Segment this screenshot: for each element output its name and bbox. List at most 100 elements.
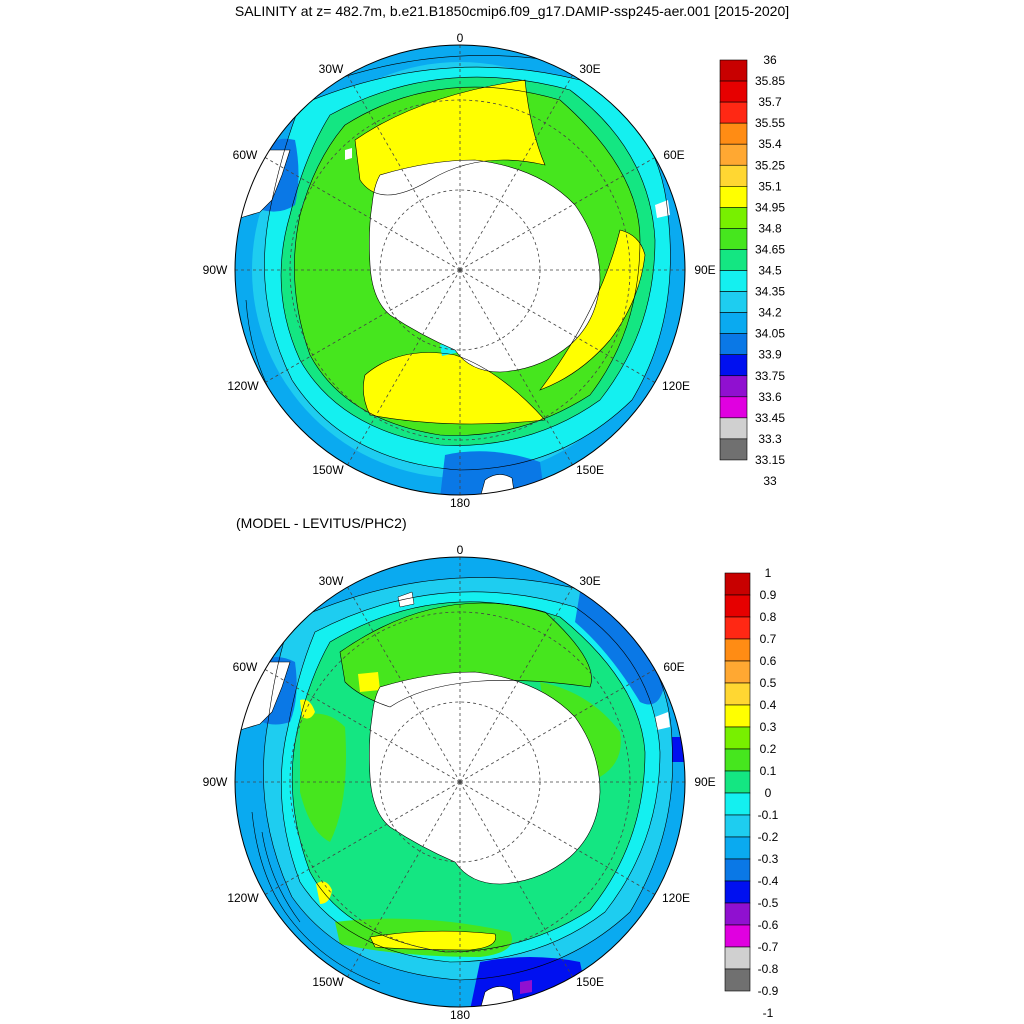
colorbar-label: 35.1	[758, 179, 782, 193]
colorbar-label: 35.55	[755, 116, 785, 130]
colorbar-label: -0.4	[758, 874, 779, 888]
colorbar-box	[719, 186, 748, 208]
colorbar-box	[724, 572, 751, 596]
lon-label-60w: 60W	[233, 148, 258, 162]
lon-label-120w: 120W	[227, 891, 259, 905]
colorbar-label: 34.65	[755, 242, 785, 256]
map-border	[234, 556, 686, 1008]
colorbar-label: 0.2	[760, 742, 777, 756]
colorbar-label: -0.8	[758, 962, 779, 976]
colorbar-box	[719, 80, 748, 103]
lon-label-120e: 120E	[662, 891, 690, 905]
colorbar-box	[724, 946, 751, 970]
colorbar-label: 34.8	[758, 221, 782, 235]
colorbar-box	[724, 660, 751, 684]
lon-label-30w: 30W	[319, 62, 344, 76]
colorbar-box	[719, 207, 748, 229]
colorbar-box	[719, 417, 748, 440]
colorbar-box	[719, 291, 748, 313]
colorbar-label: 35.7	[758, 95, 782, 109]
colorbar-label: 0.5	[760, 676, 777, 690]
lon-label-150e: 150E	[576, 463, 604, 477]
colorbar-label: 33.9	[758, 348, 782, 362]
colorbar-box	[719, 228, 748, 250]
colorbar-label: 34.95	[755, 200, 785, 214]
lon-label-0: 0	[457, 543, 464, 557]
colorbar-label: 0.7	[760, 632, 777, 646]
map-border	[234, 44, 686, 496]
lon-label-90e: 90E	[694, 775, 715, 789]
colorbar-label: 0.4	[760, 698, 777, 712]
colorbar-label: 1	[765, 566, 772, 580]
graticule	[235, 45, 685, 495]
colorbar-label: 33.3	[758, 432, 782, 446]
lon-label-150e: 150E	[576, 975, 604, 989]
colorbar-box	[724, 638, 751, 662]
colorbar-box	[724, 814, 751, 838]
colorbar-label: 0.3	[760, 720, 777, 734]
graticule	[235, 557, 685, 1007]
difference-map	[235, 557, 685, 1007]
colorbar-box	[719, 59, 748, 82]
lon-label-90w: 90W	[203, 263, 228, 277]
colorbar-label: 0.9	[760, 588, 777, 602]
difference-panel-title: (MODEL - LEVITUS/PHC2)	[236, 515, 407, 531]
colorbar-label: 35.85	[755, 74, 785, 88]
colorbar-label: 34.05	[755, 327, 785, 341]
lon-label-60w: 60W	[233, 660, 258, 674]
colorbar-box	[719, 438, 748, 461]
lon-label-180: 180	[450, 496, 470, 510]
colorbar-box	[724, 748, 751, 772]
colorbar-box	[724, 924, 751, 948]
colorbar-label: 35.4	[758, 137, 782, 151]
colorbar-box	[724, 836, 751, 860]
lon-label-60e: 60E	[663, 148, 684, 162]
colorbar-box	[724, 770, 751, 794]
lon-label-180: 180	[450, 1008, 470, 1022]
lon-label-60e: 60E	[663, 660, 684, 674]
colorbar-label: 0	[765, 786, 772, 800]
colorbar-label: 0.6	[760, 654, 777, 668]
colorbar-difference: 1 0.9 0.8 0.7 0.6 0.5 0.4 0.3 0.2 0.1 0 -0.1 -0.2 -0.…	[724, 566, 779, 1020]
colorbar-box	[719, 312, 748, 334]
colorbar-box	[724, 792, 751, 816]
longitude-labels: 0 30E 60E 90E 120E 150E 180 150W 120W 90…	[203, 31, 716, 510]
colorbar-label: -0.9	[758, 984, 779, 998]
colorbar-label: 33.75	[755, 369, 785, 383]
colorbar-label: 34.35	[755, 285, 785, 299]
longitude-labels: 0 30E 60E 90E 120E 150E 180 150W 120W 90…	[203, 543, 716, 1022]
lon-label-30e: 30E	[579, 62, 600, 76]
colorbar-box	[719, 143, 748, 166]
difference-panel: 0 30E 60E 90E 120E 150E 180 150W 120W 90…	[203, 543, 779, 1022]
lon-label-90w: 90W	[203, 775, 228, 789]
colorbar-box	[719, 375, 748, 398]
colorbar-label: -0.2	[758, 830, 779, 844]
colorbar-label: 0.1	[760, 764, 777, 778]
colorbar-box	[724, 880, 751, 904]
colorbar-label: 34.5	[758, 264, 782, 278]
colorbar-box	[719, 333, 748, 355]
colorbar-label: -0.1	[758, 808, 779, 822]
lon-label-90e: 90E	[694, 263, 715, 277]
page-title: SALINITY at z= 482.7m, b.e21.B1850cmip6.…	[234, 3, 790, 19]
salinity-panel: 0 30E 60E 90E 120E 150E 180 150W 120W 90…	[203, 31, 786, 510]
lon-label-0: 0	[457, 31, 464, 45]
colorbar-label: 35.25	[755, 158, 785, 172]
lon-label-30e: 30E	[579, 574, 600, 588]
colorbar-box	[719, 396, 748, 419]
lon-label-150w: 150W	[312, 463, 344, 477]
colorbar-label: 33.45	[755, 411, 785, 425]
lon-label-120e: 120E	[662, 379, 690, 393]
colorbar-box	[719, 101, 748, 124]
colorbar-box	[724, 682, 751, 706]
colorbar-box	[719, 164, 748, 187]
colorbar-label: 33	[763, 474, 777, 488]
lon-label-120w: 120W	[227, 379, 259, 393]
colorbar-box	[724, 616, 751, 640]
lon-label-30w: 30W	[319, 574, 344, 588]
lon-label-150w: 150W	[312, 975, 344, 989]
colorbar-box	[724, 704, 751, 728]
colorbar-label: 33.15	[755, 453, 785, 467]
colorbar-box	[724, 968, 751, 992]
colorbar-box	[719, 122, 748, 145]
